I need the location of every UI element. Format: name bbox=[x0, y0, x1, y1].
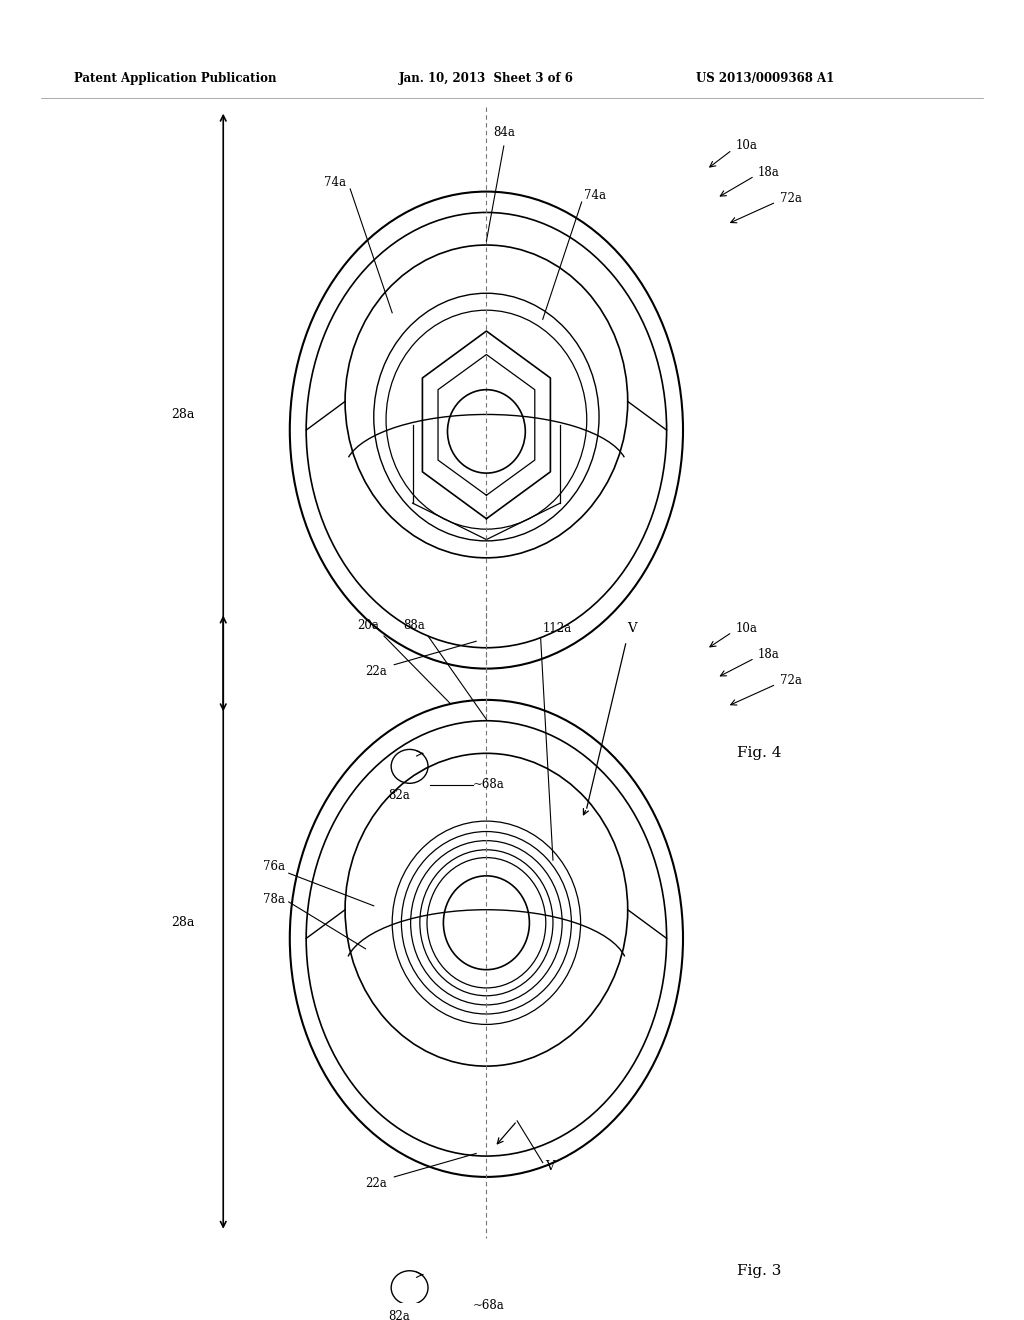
Text: 72a: 72a bbox=[780, 673, 802, 686]
Text: 28a: 28a bbox=[171, 408, 195, 421]
Text: 22a: 22a bbox=[366, 665, 387, 677]
Text: Patent Application Publication: Patent Application Publication bbox=[74, 71, 276, 84]
Text: 82a: 82a bbox=[388, 788, 411, 801]
Text: 84a: 84a bbox=[493, 127, 515, 140]
Text: ~68a: ~68a bbox=[473, 777, 505, 791]
Text: V: V bbox=[545, 1160, 554, 1173]
Text: Jan. 10, 2013  Sheet 3 of 6: Jan. 10, 2013 Sheet 3 of 6 bbox=[399, 71, 574, 84]
Text: 22a: 22a bbox=[366, 1177, 387, 1189]
Text: US 2013/0009368 A1: US 2013/0009368 A1 bbox=[696, 71, 835, 84]
Text: 18a: 18a bbox=[758, 165, 779, 178]
Text: 82a: 82a bbox=[388, 1309, 411, 1320]
Text: 74a: 74a bbox=[325, 176, 346, 189]
Text: 18a: 18a bbox=[758, 648, 779, 661]
Text: 72a: 72a bbox=[780, 191, 802, 205]
Text: 10a: 10a bbox=[735, 622, 757, 635]
Text: ~68a: ~68a bbox=[473, 1299, 505, 1312]
Text: 74a: 74a bbox=[584, 189, 605, 202]
Text: Fig. 3: Fig. 3 bbox=[737, 1263, 781, 1278]
Text: 28a: 28a bbox=[171, 916, 195, 929]
Text: Fig. 4: Fig. 4 bbox=[737, 746, 781, 760]
Text: 88a: 88a bbox=[403, 619, 425, 632]
Text: 10a: 10a bbox=[735, 140, 757, 153]
Text: V: V bbox=[627, 622, 636, 635]
Text: 112a: 112a bbox=[543, 622, 571, 635]
Text: 76a: 76a bbox=[263, 861, 285, 874]
Text: 20a: 20a bbox=[357, 619, 379, 632]
Text: 78a: 78a bbox=[263, 892, 285, 906]
